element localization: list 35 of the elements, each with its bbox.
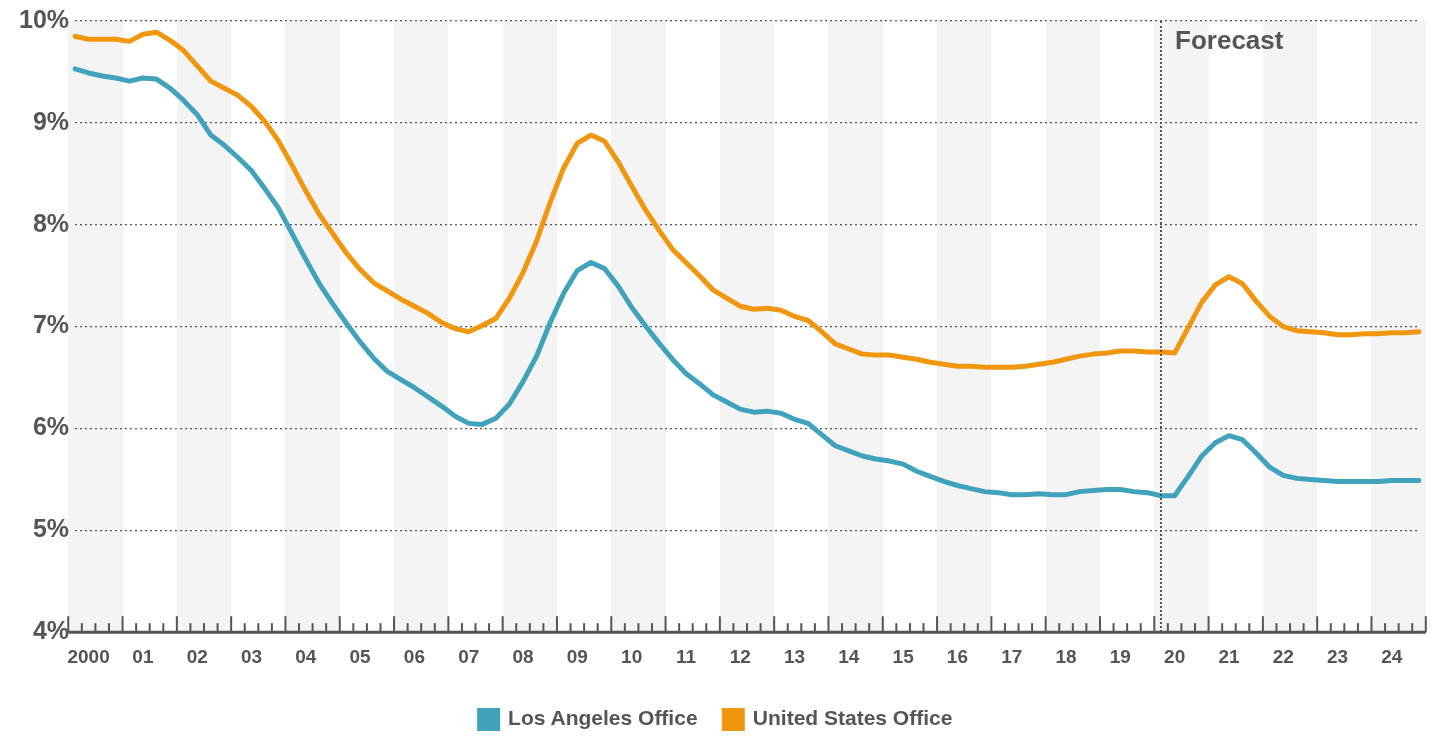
annotation: Forecast [1175, 25, 1284, 56]
x-tick-label: 07 [458, 645, 480, 667]
x-tick-label: 02 [186, 645, 208, 667]
x-tick-label: 17 [1001, 645, 1023, 667]
y-tick-label: 8% [32, 208, 70, 237]
x-tick-label: 22 [1272, 645, 1294, 667]
x-tick-label: 10 [621, 645, 643, 667]
y-tick-label: 6% [32, 412, 70, 441]
x-tick-label: 12 [729, 645, 751, 667]
x-tick-label: 21 [1218, 645, 1240, 667]
x-tick-label: 06 [403, 645, 425, 667]
x-tick-label: 03 [240, 645, 263, 667]
x-tick-label: 11 [675, 645, 697, 667]
legend-label: United States Office [752, 706, 953, 730]
y-tick-label: 9% [32, 106, 70, 135]
x-tick-label: 01 [132, 645, 154, 667]
x-tick-label: 24 [1381, 645, 1403, 667]
legend-label: Los Angeles Office [508, 706, 698, 730]
x-tick-label: 09 [566, 645, 588, 667]
x-tick-label: 05 [349, 645, 372, 667]
y-tick-label: 10% [18, 4, 70, 33]
x-tick-label: 20 [1164, 645, 1186, 667]
y-tick-label: 4% [32, 616, 70, 645]
y-tick-label: 7% [32, 310, 70, 339]
x-tick-label: 08 [512, 645, 534, 667]
x-tick-label: 04 [295, 645, 317, 667]
x-tick-label: 19 [1109, 645, 1131, 667]
x-tick-label: 2000 [67, 645, 110, 667]
x-tick-label: 16 [946, 645, 969, 667]
x-tick-label: 13 [783, 645, 806, 667]
y-tick-label: 5% [32, 514, 70, 543]
x-tick-label: 14 [838, 645, 860, 667]
x-tick-label: 15 [892, 645, 915, 667]
x-tick-label: 23 [1326, 645, 1349, 667]
x-tick-label: 18 [1055, 645, 1077, 667]
